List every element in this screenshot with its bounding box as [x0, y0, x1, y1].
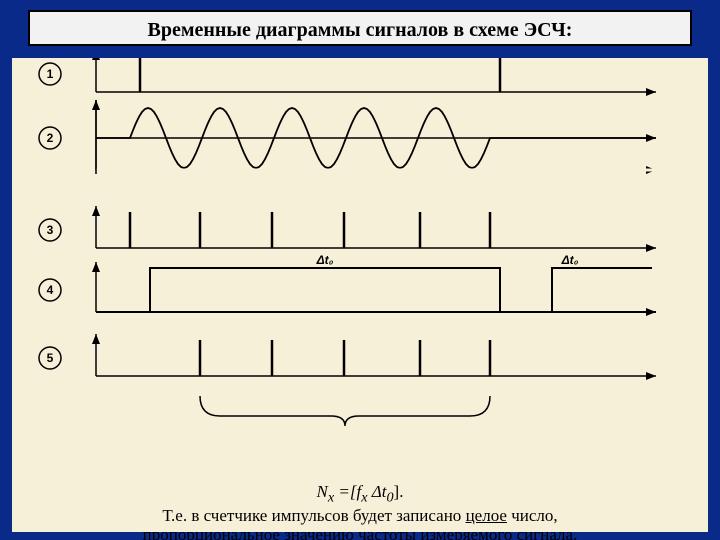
svg-text:4: 4 — [47, 283, 54, 297]
caption-line-3: пропорциональное значению частоты измеря… — [12, 525, 708, 540]
formula-line: Nx =[fx Δt0]. — [12, 482, 708, 506]
page-title: Временные диаграммы сигналов в схеме ЭСЧ… — [148, 19, 573, 41]
svg-text:5: 5 — [47, 351, 54, 365]
caption-line-2: Т.е. в счетчике импульсов будет записано… — [12, 506, 708, 525]
svg-text:2: 2 — [47, 131, 54, 145]
svg-text:Δt₀: Δt₀ — [316, 253, 334, 267]
svg-text:1: 1 — [47, 67, 54, 81]
timing-diagram: 1Запуск ЭСЧЗапуск ЭСЧ234Δt₀Δt₀5 — [12, 58, 708, 532]
svg-text:Δt₀: Δt₀ — [561, 253, 579, 267]
diagram-svg: 1Запуск ЭСЧЗапуск ЭСЧ234Δt₀Δt₀5 — [12, 58, 708, 470]
svg-text:3: 3 — [47, 223, 54, 237]
caption: Nx =[fx Δt0]. Т.е. в счетчике импульсов … — [12, 482, 708, 540]
